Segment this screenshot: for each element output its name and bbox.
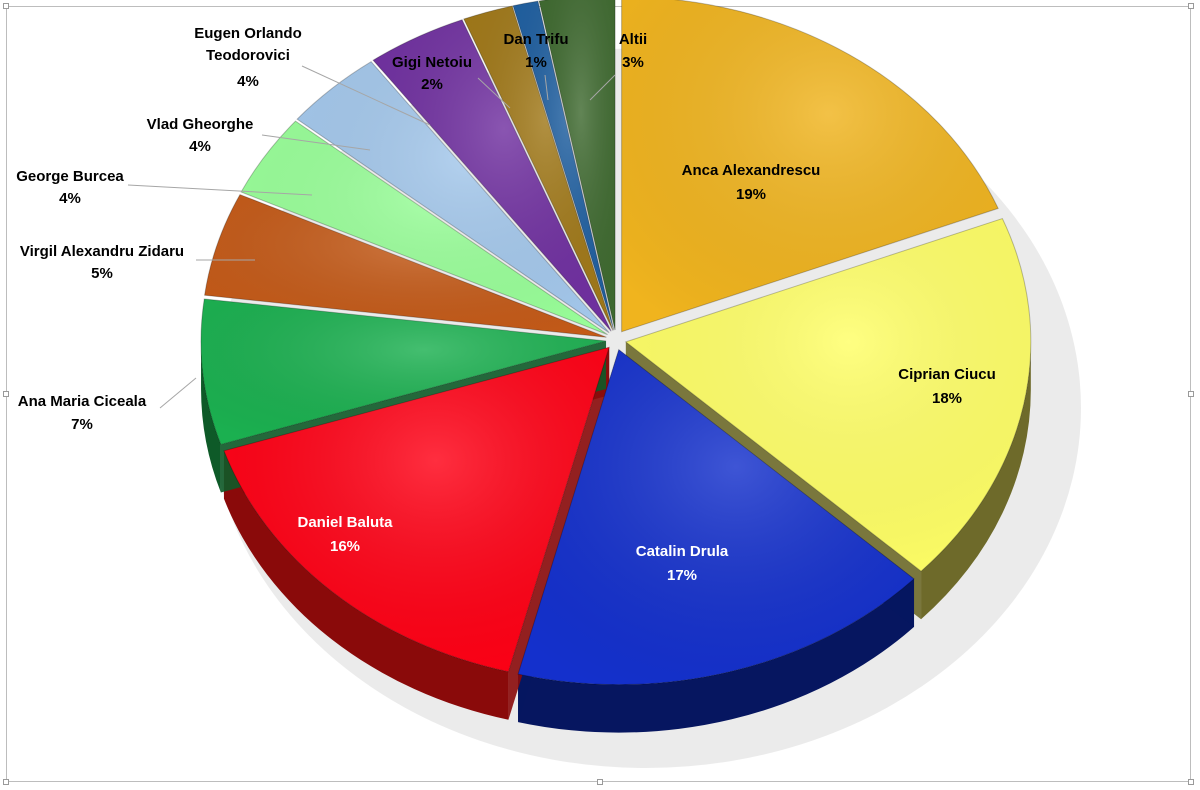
data-pct-gigi-netoiu: 2% [421, 76, 443, 93]
data-label-catalin-drula: Catalin Drula [636, 543, 729, 560]
data-label-ana-maria-ciceala: Ana Maria Ciceala [18, 393, 147, 410]
data-label-eugen-orlando-teodorovici-line2: Teodorovici [206, 47, 290, 64]
data-pct-virgil-alexandru-zidaru: 5% [91, 265, 113, 282]
data-pct-daniel-baluta: 16% [330, 538, 360, 555]
slice-side-catalin-drula [518, 578, 915, 733]
resize-handle-bottom-left[interactable] [3, 779, 9, 785]
leader-line-dan-trifu [544, 74, 549, 101]
resize-handle-bottom-right[interactable] [1188, 779, 1194, 785]
data-label-eugen-orlando-teodorovici-line1: Eugen Orlando [194, 25, 302, 42]
resize-handle-left[interactable] [3, 391, 9, 397]
data-label-virgil-alexandru-zidaru: Virgil Alexandru Zidaru [20, 243, 184, 260]
data-label-george-burcea: George Burcea [16, 168, 124, 185]
data-pct-altii: 3% [622, 54, 644, 71]
leader-line-ana-maria-ciceala [159, 377, 197, 409]
resize-handle-top-right[interactable] [1188, 3, 1194, 9]
leader-line-gigi-netoiu [477, 77, 511, 109]
leader-line-eugen-orlando-teodorovici [301, 65, 431, 126]
data-pct-dan-trifu: 1% [525, 54, 547, 71]
data-pct-eugen-orlando-teodorovici: 4% [237, 73, 259, 90]
data-pct-catalin-drula: 17% [667, 567, 697, 584]
data-label-anca-alexandrescu: Anca Alexandrescu [682, 162, 821, 179]
data-label-vlad-gheorghe: Vlad Gheorghe [147, 116, 254, 133]
leader-line-altii [589, 74, 616, 101]
resize-handle-top-left[interactable] [3, 3, 9, 9]
data-label-dan-trifu: Dan Trifu [503, 31, 568, 48]
data-pct-ana-maria-ciceala: 7% [71, 416, 93, 433]
data-label-ciprian-ciucu: Ciprian Ciucu [898, 366, 996, 383]
leader-line-george-burcea [127, 184, 313, 196]
data-label-daniel-baluta: Daniel Baluta [297, 514, 393, 531]
data-pct-george-burcea: 4% [59, 190, 81, 207]
leader-line-vlad-gheorghe [261, 134, 371, 151]
data-pct-ciprian-ciucu: 18% [932, 390, 962, 407]
data-label-altii: Altii [619, 31, 647, 48]
data-pct-vlad-gheorghe: 4% [189, 138, 211, 155]
data-label-gigi-netoiu: Gigi Netoiu [392, 54, 472, 71]
resize-handle-bottom[interactable] [597, 779, 603, 785]
resize-handle-right[interactable] [1188, 391, 1194, 397]
data-pct-anca-alexandrescu: 19% [736, 186, 766, 203]
